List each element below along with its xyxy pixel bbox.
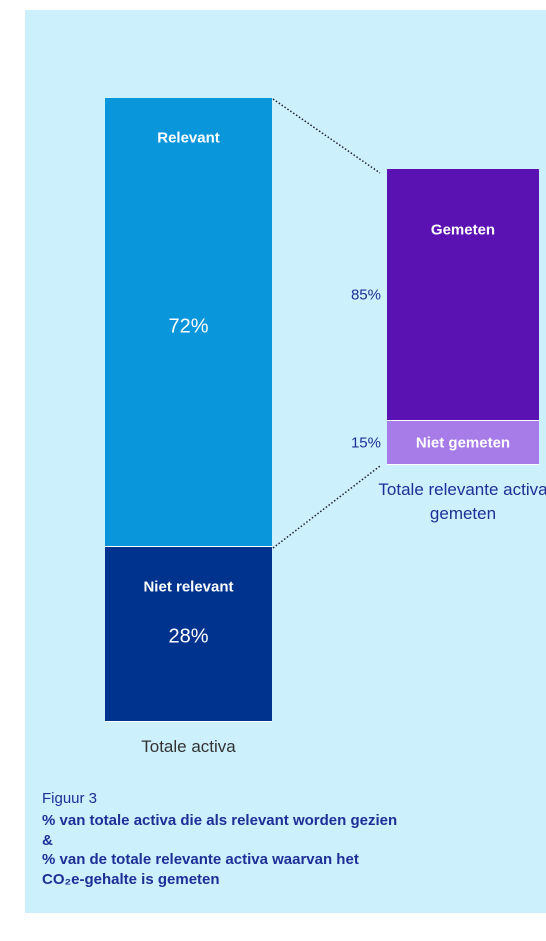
segment-name: Niet gemeten	[415, 434, 511, 452]
caption-line: % van de totale relevante activa waarvan…	[42, 851, 359, 868]
bar-segment	[105, 547, 272, 722]
connector-line	[272, 465, 381, 549]
segment-name: Gemeten	[430, 221, 496, 239]
caption-line: % van totale activa die als relevant wor…	[42, 812, 398, 829]
figure-label: Figuur 3	[42, 790, 98, 807]
segment-name: Niet relevant	[143, 578, 234, 596]
connector-line	[272, 98, 381, 174]
bar-segment	[387, 169, 539, 421]
x-tick-label: Totale activa	[141, 737, 236, 756]
bar-segment	[387, 420, 539, 465]
value-label: 72%	[168, 315, 209, 338]
x-tick-label: Totale relevante activa gemeten	[378, 480, 546, 523]
value-label: 85%	[350, 286, 381, 304]
value-label: 28%	[168, 625, 209, 648]
bar-segment	[105, 98, 272, 548]
segment-name: Relevant	[157, 129, 220, 147]
value-label: 15%	[350, 434, 381, 452]
caption-line: &	[42, 831, 53, 849]
caption-line: CO₂e-gehalte is gemeten	[42, 870, 220, 888]
